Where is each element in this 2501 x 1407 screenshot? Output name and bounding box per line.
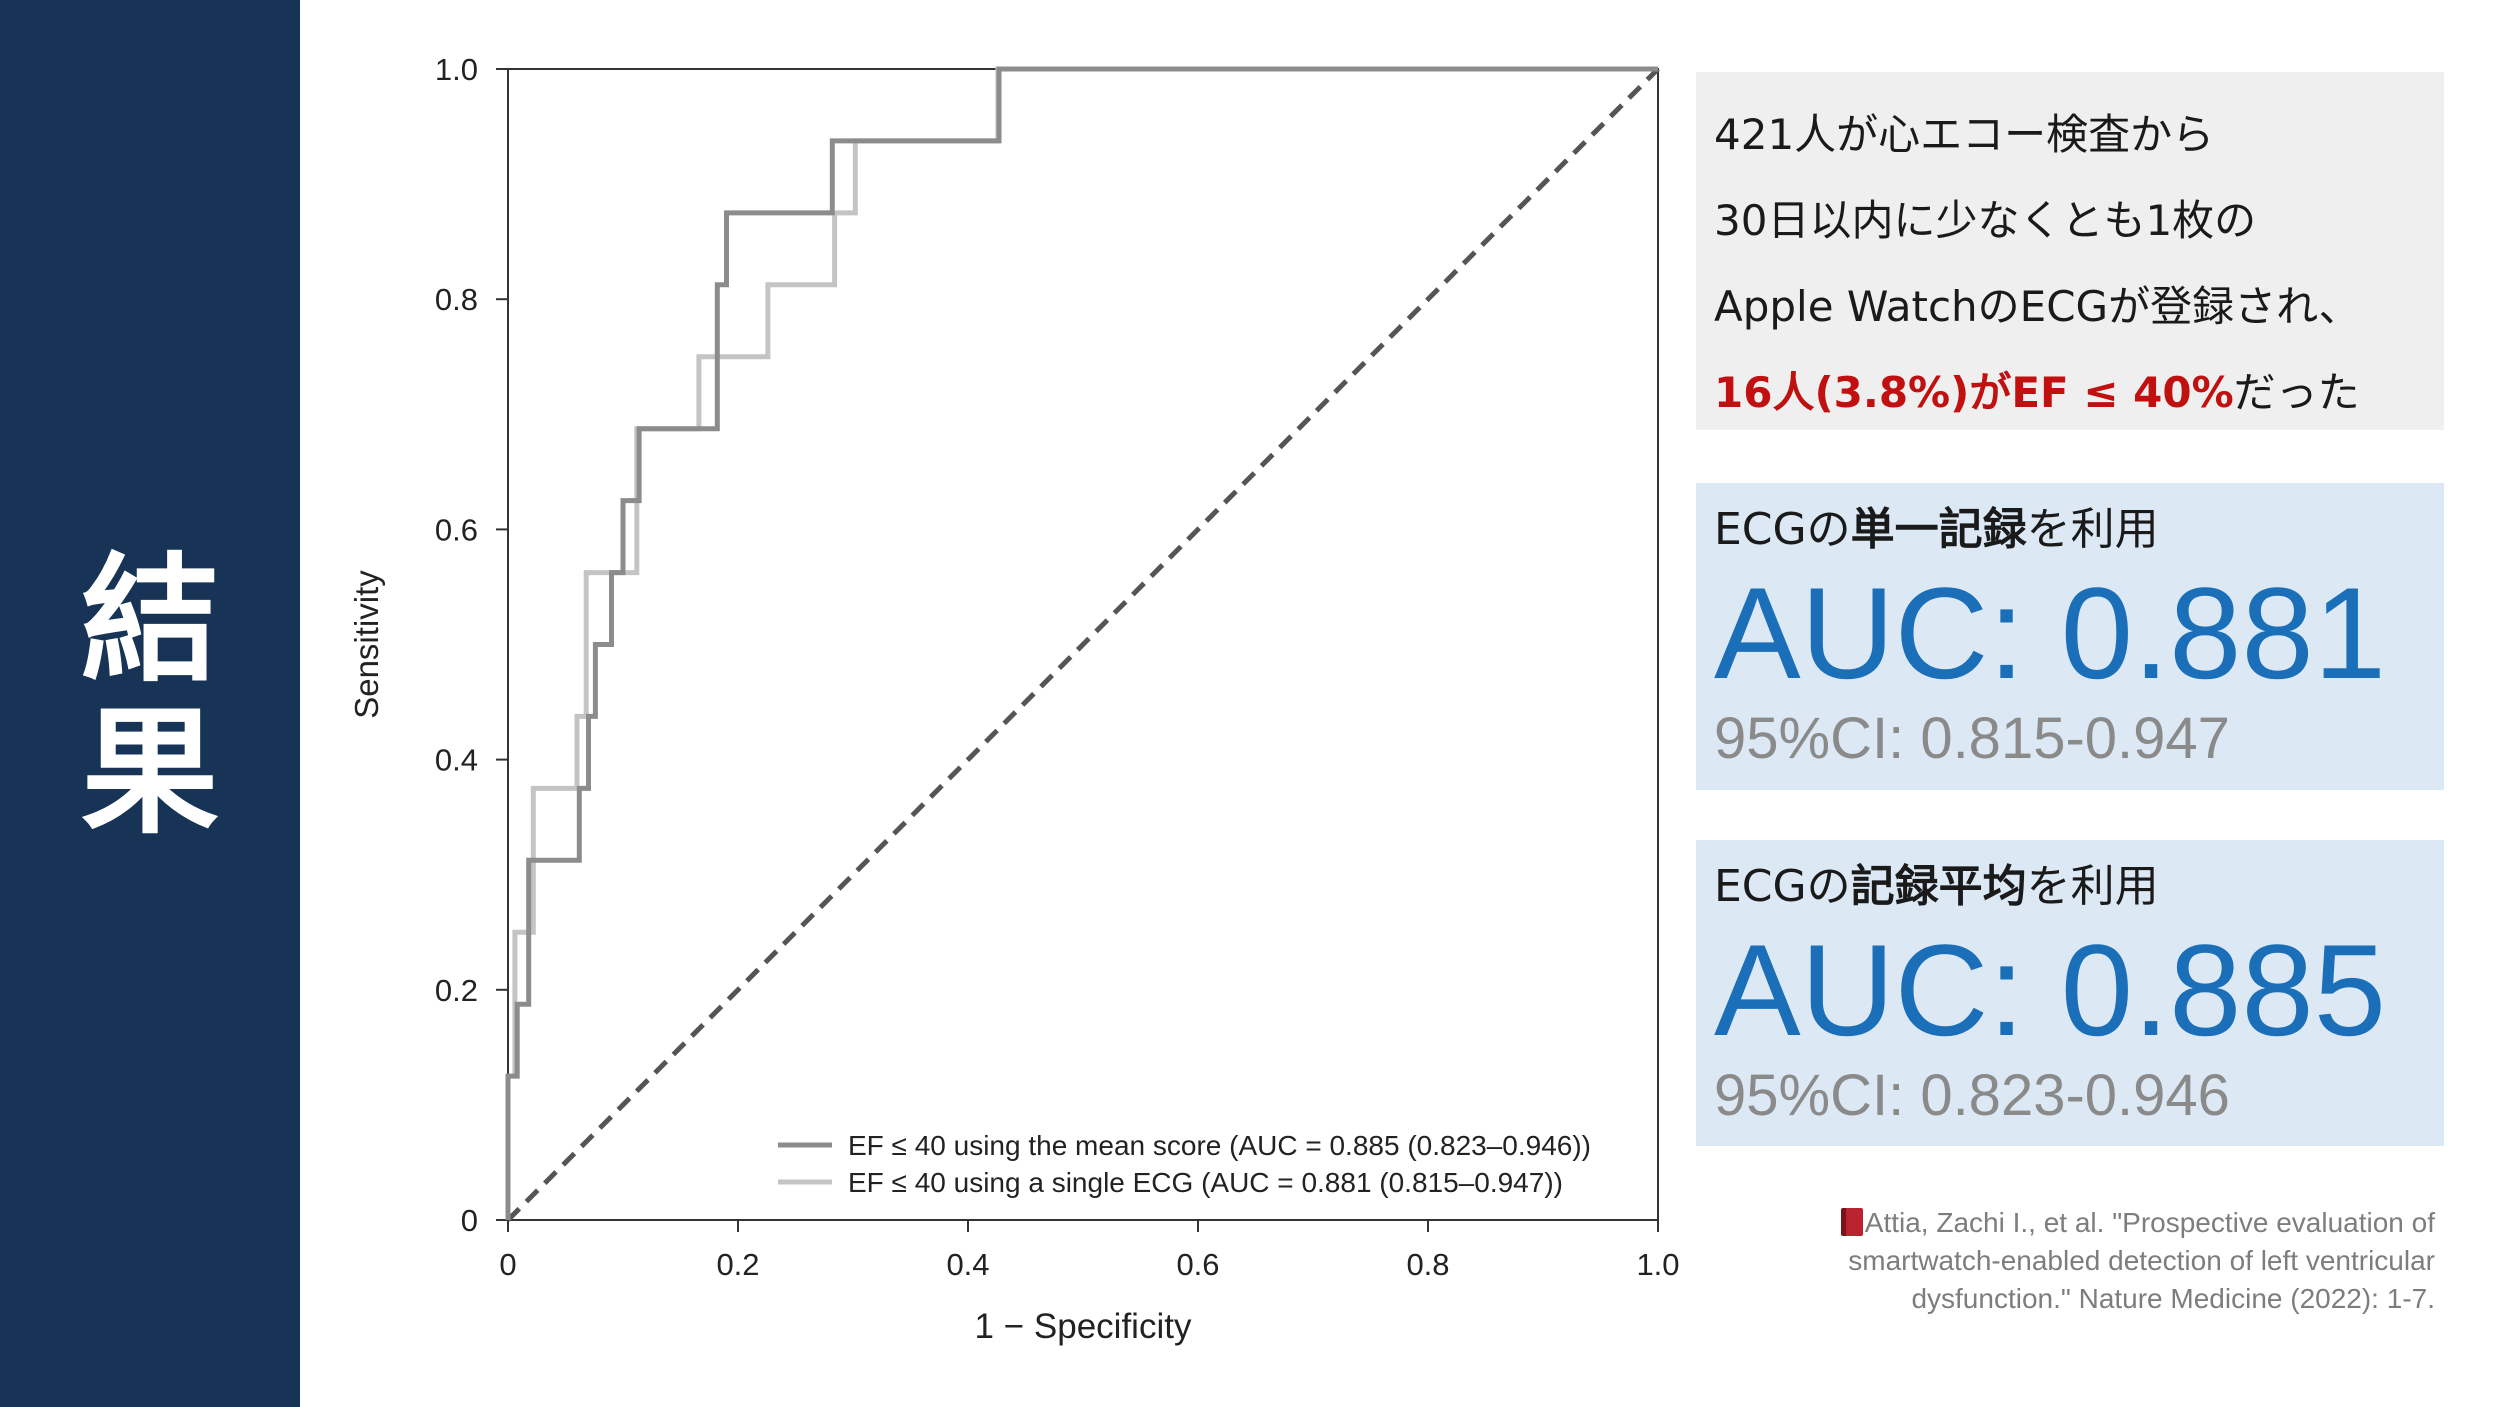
- y-axis-label: Sensitivity: [348, 570, 385, 719]
- auc-single-value: AUC: 0.881: [1714, 560, 2387, 706]
- legend-label: EF ≤ 40 using the mean score (AUC = 0.88…: [848, 1130, 1591, 1161]
- auc-mean-box: ECGの記録平均を利用 AUC: 0.885 95%CI: 0.823-0.94…: [1696, 840, 2444, 1146]
- legend-label: EF ≤ 40 using a single ECG (AUC = 0.881 …: [848, 1167, 1563, 1198]
- y-tick-label: 1.0: [435, 52, 478, 87]
- y-tick-label: 0.8: [435, 282, 478, 317]
- auc-single-heading: ECGの単一記録を利用: [1714, 499, 2424, 561]
- y-tick-label: 0.6: [435, 512, 478, 547]
- book-icon: [1840, 1208, 1863, 1236]
- auc-single-head-prefix: ECGの: [1714, 504, 1851, 555]
- diagonal-reference-line: [506, 67, 1660, 1222]
- x-tick-label: 0: [499, 1247, 516, 1282]
- x-tick-label: 0.6: [1176, 1247, 1219, 1282]
- summary-line-4: 16人(3.8%)がEF ≤ 40%だった: [1714, 350, 2424, 436]
- y-tick-label: 0.4: [435, 743, 478, 778]
- summary-line-2: 30日以内に少なくとも1枚の: [1714, 196, 2257, 245]
- auc-mean-value: AUC: 0.885: [1714, 917, 2387, 1063]
- auc-single-ci: 95%CI: 0.815-0.947: [1714, 706, 2230, 771]
- summary-line-4-rest: だった: [2233, 368, 2360, 417]
- citation: Attia, Zachi I., et al. "Prospective eva…: [1690, 1204, 2435, 1318]
- sidebar-title-line1: 結: [80, 540, 219, 701]
- x-tick-label: 0.8: [1406, 1247, 1449, 1282]
- x-tick-label: 0.4: [946, 1247, 989, 1282]
- x-tick-label: 1.0: [1636, 1247, 1679, 1282]
- auc-single-head-suffix: を利用: [2026, 504, 2159, 555]
- auc-mean-head-bold: 記録平均: [1850, 861, 2027, 912]
- summary-line-3: Apple WatchのECGが登録され、: [1714, 282, 2361, 331]
- auc-mean-ci: 95%CI: 0.823-0.946: [1714, 1063, 2230, 1128]
- citation-text: Attia, Zachi I., et al. "Prospective eva…: [1848, 1207, 2435, 1314]
- summary-line-1: 421人が心エコー検査から: [1714, 110, 2215, 159]
- auc-mean-head-suffix: を利用: [2026, 861, 2159, 912]
- auc-mean-head-prefix: ECGの: [1714, 861, 1851, 912]
- x-tick-label: 0.2: [716, 1247, 759, 1282]
- sidebar-title-line2: 果: [80, 692, 219, 853]
- summary-box: 421人が心エコー検査から 30日以内に少なくとも1枚の Apple Watch…: [1696, 72, 2444, 430]
- auc-mean-heading: ECGの記録平均を利用: [1714, 856, 2424, 918]
- auc-single-head-bold: 単一記録: [1850, 504, 2027, 555]
- y-tick-label: 0.2: [435, 973, 478, 1008]
- series-line-mean-score: [505, 66, 1658, 1220]
- roc-chart: 0 0.2 0.4 0.6 0.8 1.0 0 0.2 0.4 0.6 0.8 1.0 1 − Spec…: [348, 52, 1680, 1346]
- auc-single-box: ECGの単一記録を利用 AUC: 0.881 95%CI: 0.815-0.94…: [1696, 483, 2444, 790]
- sidebar: 結 果: [0, 0, 300, 1407]
- summary-highlight: 16人(3.8%)がEF ≤ 40%: [1714, 368, 2234, 417]
- x-axis-label: 1 − Specificity: [975, 1307, 1192, 1346]
- y-tick-label: 0: [461, 1203, 478, 1238]
- sidebar-title: 結 果: [0, 545, 300, 849]
